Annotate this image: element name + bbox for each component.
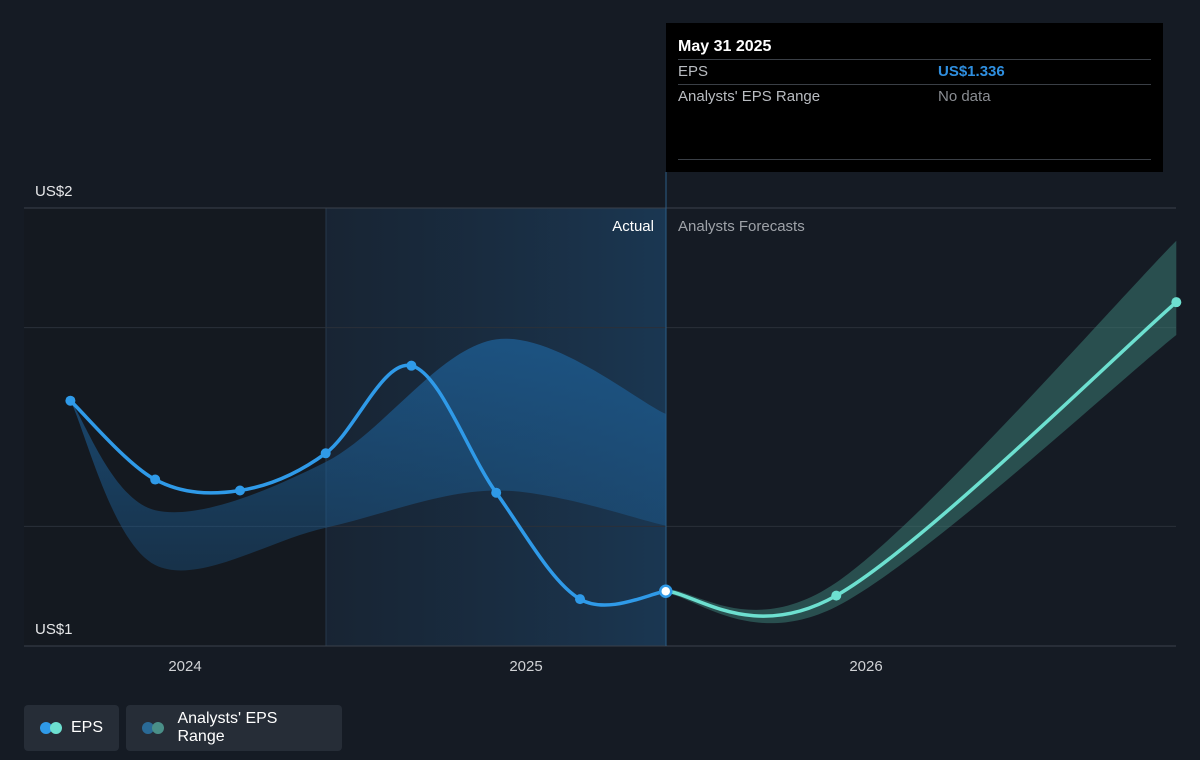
eps-point [575, 594, 586, 605]
tooltip-eps-label: EPS [678, 63, 709, 80]
range-band-actual [70, 338, 666, 571]
x-tick-2026: 2026 [849, 658, 882, 675]
tooltip-divider [678, 159, 1151, 160]
tooltip-date: May 31 2025 [678, 38, 772, 55]
tooltip-eps-value: US$1.336 [938, 63, 1005, 80]
x-tick-2024: 2024 [168, 658, 201, 675]
legend-eps-button[interactable]: EPS [24, 705, 119, 751]
eps-point [491, 487, 502, 498]
y-label-top: US$2 [35, 183, 73, 200]
section-label-actual: Actual [612, 218, 654, 235]
legend-range-button[interactable]: Analysts' EPS Range [126, 705, 342, 751]
eps-line-forecast [664, 300, 1179, 618]
eps-line-actual [68, 363, 668, 607]
eps-point [406, 360, 417, 371]
tooltip-range-value: No data [938, 88, 991, 105]
tooltip-range-label: Analysts' EPS Range [678, 88, 821, 105]
past-shade [24, 208, 326, 646]
range-dot-actual [142, 722, 154, 734]
tooltip-panel: May 31 2025 EPS US$1.336 Analysts' EPS R… [666, 23, 1163, 172]
eps-dot-actual [40, 722, 52, 734]
eps-points [65, 297, 1182, 605]
range-bands [70, 240, 1177, 624]
range-dot-forecast [152, 722, 164, 734]
range-band-forecast [665, 240, 1177, 624]
x-tick-2025: 2025 [509, 658, 542, 675]
y-label-bottom: US$1 [35, 621, 73, 638]
eps-point [831, 590, 842, 601]
eps-point [234, 485, 245, 496]
eps-point [65, 395, 76, 406]
range-legend-icon [142, 722, 167, 734]
eps-legend-icon [40, 722, 62, 734]
legend-range-label: Analysts' EPS Range [177, 710, 278, 745]
tooltip-row-range: Analysts' EPS Range No data [678, 84, 1151, 109]
eps-lines [68, 300, 1179, 618]
eps-point [320, 448, 331, 459]
eps-dot-forecast [50, 722, 62, 734]
legend-eps-label: EPS [70, 719, 103, 736]
eps-point-selected [659, 584, 673, 598]
eps-point [1171, 297, 1182, 308]
section-label-forecast: Analysts Forecasts [678, 218, 805, 235]
eps-point [150, 474, 161, 485]
tooltip-row-eps: EPS US$1.336 [678, 59, 1151, 84]
